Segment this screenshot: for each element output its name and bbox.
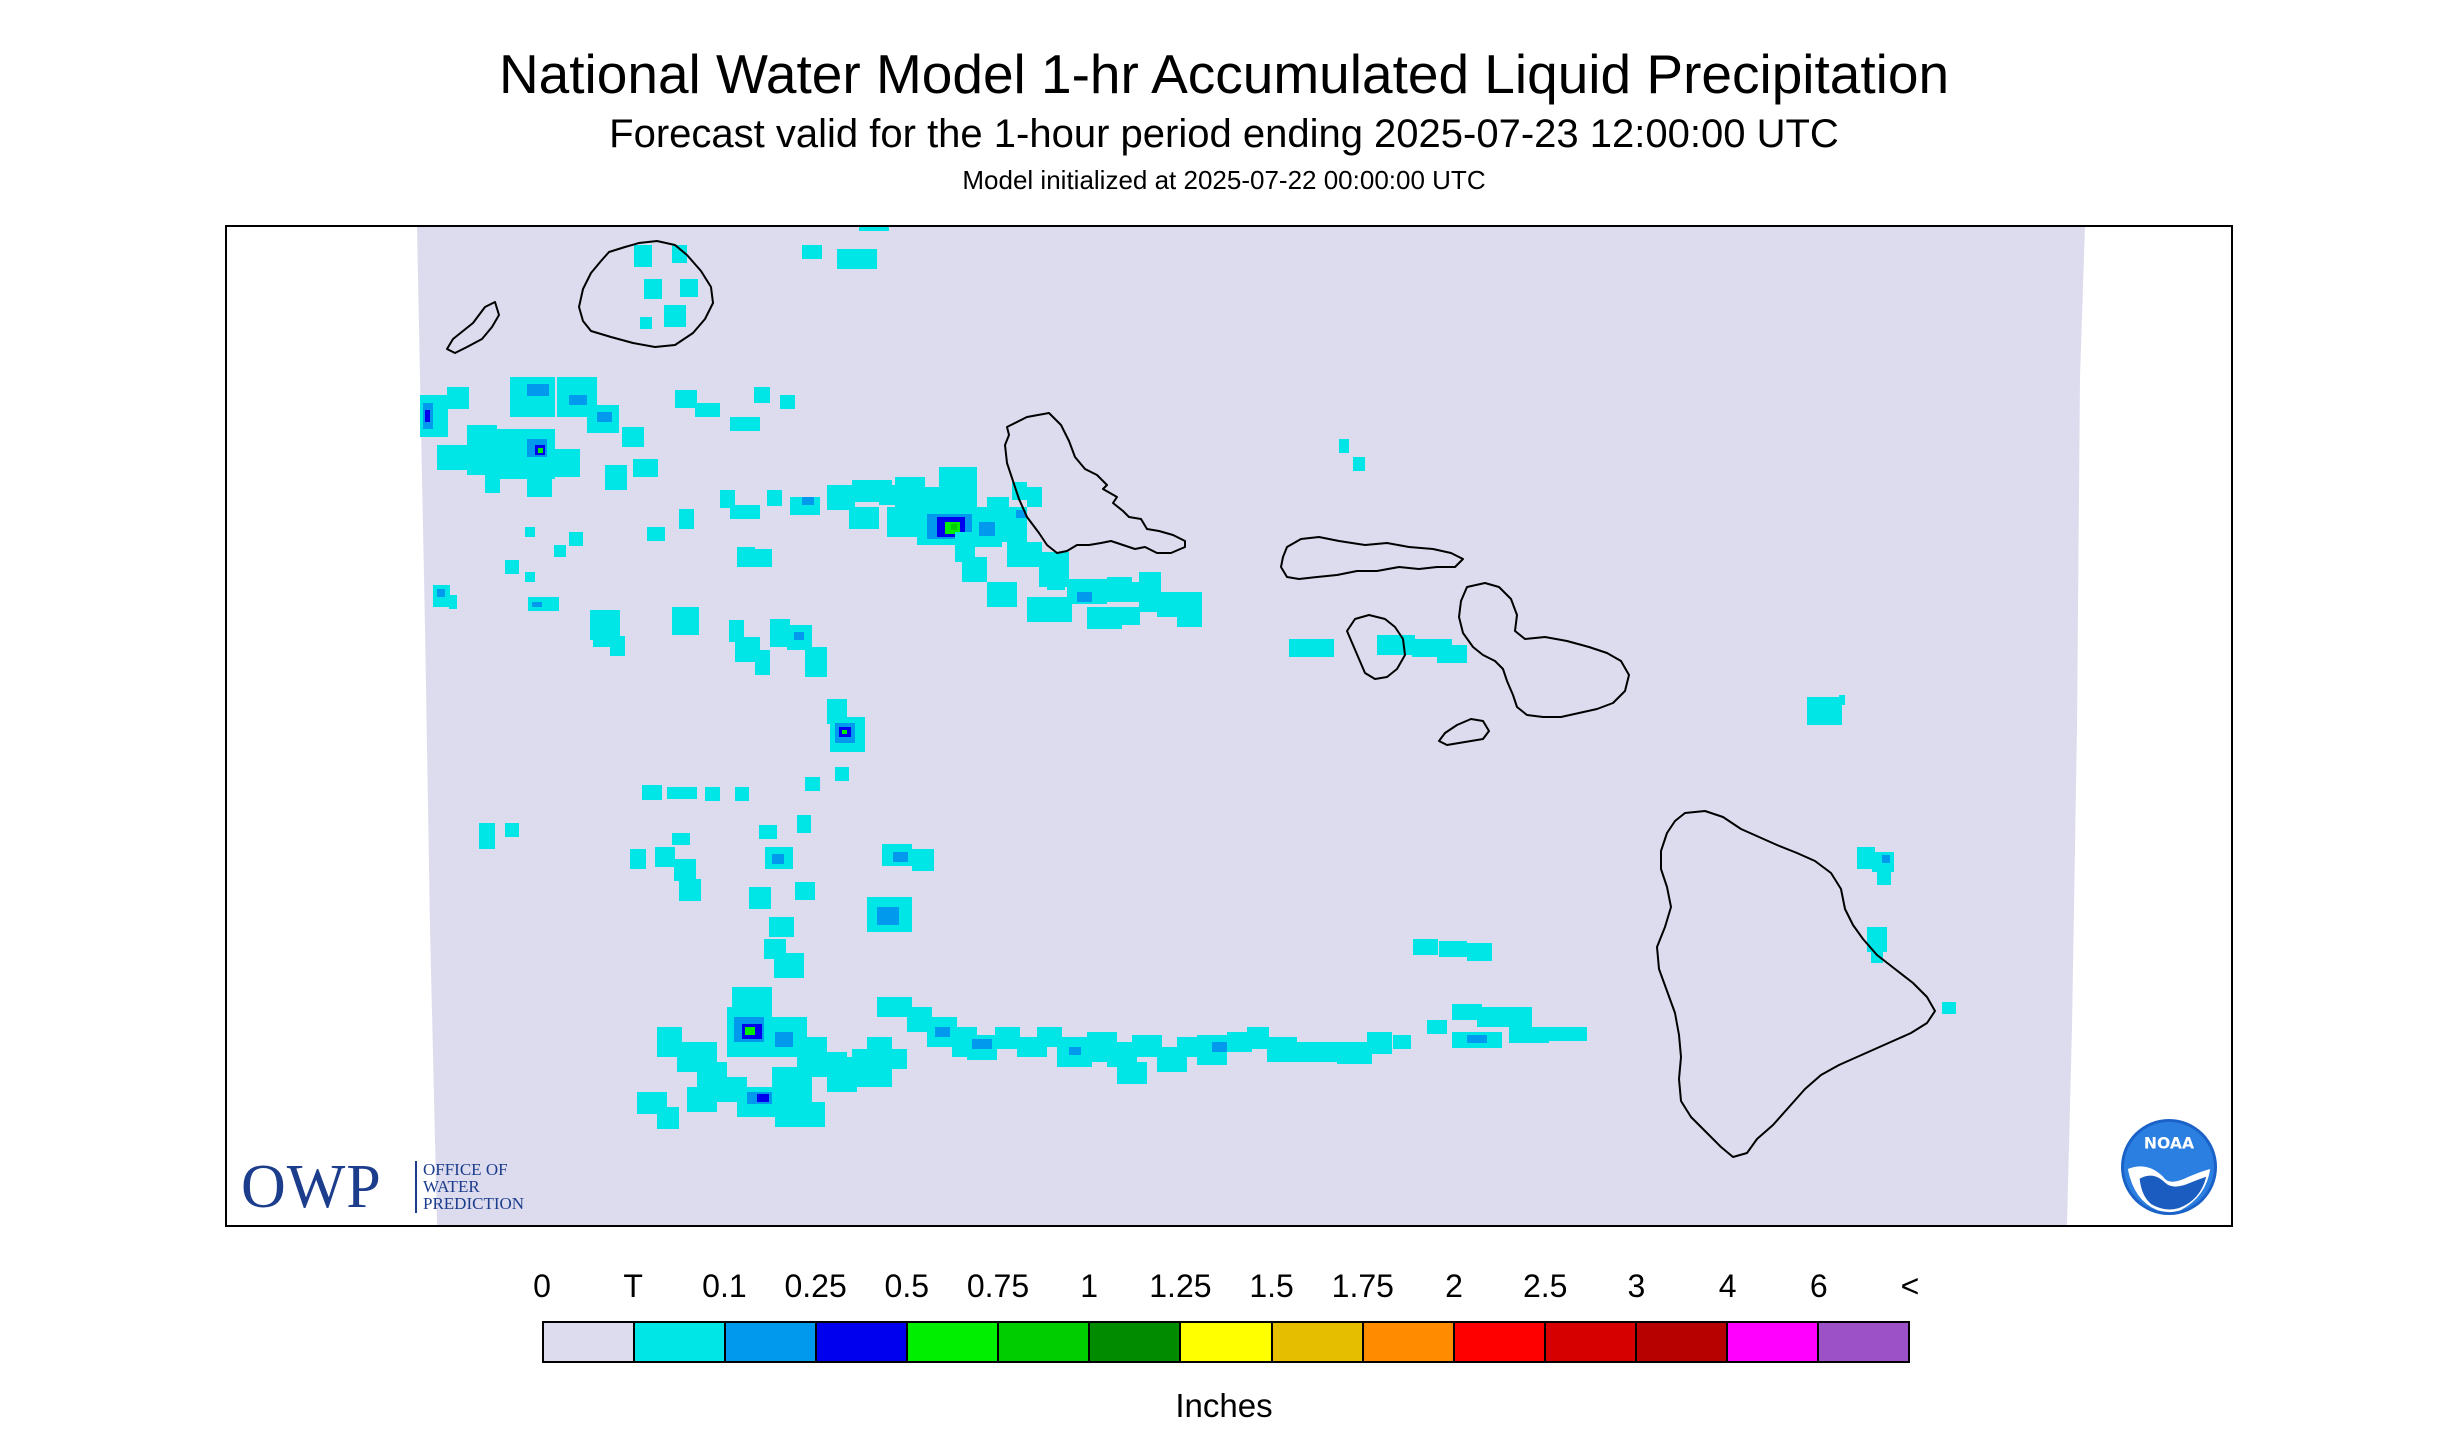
coastline-oahu	[1004, 412, 1186, 554]
coastline-maui	[1458, 582, 1630, 718]
owp-divider	[415, 1161, 417, 1213]
coastline-niihau	[446, 301, 500, 354]
colorbar-tick-label: 4	[1718, 1268, 1737, 1304]
model-domain	[417, 227, 2085, 1225]
precipitation-map	[417, 227, 2085, 1225]
coastline-lanai	[1346, 614, 1406, 680]
owp-name-line1: OFFICE OF	[423, 1160, 508, 1179]
colorbar-tick-label: 2.5	[1522, 1268, 1568, 1304]
precipitation-cells	[420, 227, 1956, 1129]
chart-title: National Water Model 1-hr Accumulated Li…	[498, 43, 1950, 105]
colorbar-tick-label: 1	[1080, 1268, 1099, 1304]
colorbar-tick-label: 0.75	[966, 1268, 1030, 1304]
colorbar-tick-label: 3	[1627, 1268, 1646, 1304]
colorbar-tick-label: <	[1900, 1268, 1920, 1304]
colorbar-swatch	[726, 1323, 818, 1361]
coastline-kauai	[578, 240, 714, 348]
colorbar-swatch	[1454, 1323, 1546, 1361]
colorbar-swatch	[908, 1323, 1000, 1361]
coastline-kahoolawe	[1438, 718, 1490, 746]
colorbar-tick-label: 2	[1445, 1268, 1463, 1304]
map-panel: OWP OFFICE OF WATER PREDICTION NOAA	[225, 225, 2233, 1227]
coastline-molokai	[1280, 536, 1464, 580]
colorbar-tick-label: 1.5	[1249, 1268, 1294, 1304]
colorbar-swatch	[1727, 1323, 1819, 1361]
colorbar-swatch	[635, 1323, 727, 1361]
colorbar-tick-label: 6	[1809, 1268, 1828, 1304]
colorbar-swatch	[1818, 1323, 1908, 1361]
colorbar-tick-label: T	[623, 1268, 643, 1304]
forecast-valid-subtitle: Forecast valid for the 1-hour period end…	[609, 112, 1839, 156]
colorbar-swatch	[1363, 1323, 1455, 1361]
colorbar-tick-label: 0.25	[784, 1268, 847, 1304]
colorbar-swatch	[1636, 1323, 1728, 1361]
colorbar-swatch	[1545, 1323, 1637, 1361]
island-coastlines	[446, 240, 1936, 1158]
colorbar-tick-label: 0.1	[702, 1268, 747, 1304]
colorbar-tick-labels: 0 T 0.1 0.25 0.5 0.75 1 1.25 1.5 1.75 2 2.5 3 4 6 <	[0, 1268, 2448, 1308]
colorbar	[542, 1321, 1910, 1363]
coastline-hawaii	[1656, 810, 1936, 1158]
owp-name-line2: WATER	[423, 1177, 480, 1196]
owp-name-line3: PREDICTION	[423, 1194, 525, 1213]
colorbar-tick-label: 0.5	[884, 1268, 930, 1304]
colorbar-swatch	[999, 1323, 1091, 1361]
colorbar-swatch	[817, 1323, 909, 1361]
colorbar-swatch	[1272, 1323, 1364, 1361]
model-init-label: Model initialized at 2025-07-22 00:00:00…	[962, 165, 1486, 195]
colorbar-swatch	[1181, 1323, 1273, 1361]
colorbar-swatch	[544, 1323, 636, 1361]
noaa-logo: NOAA	[2120, 1118, 2218, 1216]
colorbar-tick-label: 1.75	[1331, 1268, 1394, 1304]
colorbar-swatch	[1090, 1323, 1182, 1361]
colorbar-tick-label: 1.25	[1149, 1268, 1212, 1304]
owp-logo: OWP OFFICE OF WATER PREDICTION	[241, 1153, 551, 1221]
owp-wordmark: OWP	[241, 1153, 382, 1221]
colorbar-tick-label: 0	[533, 1268, 551, 1304]
noaa-wordmark: NOAA	[2144, 1133, 2195, 1152]
colorbar-units-label: Inches	[1175, 1387, 1273, 1424]
